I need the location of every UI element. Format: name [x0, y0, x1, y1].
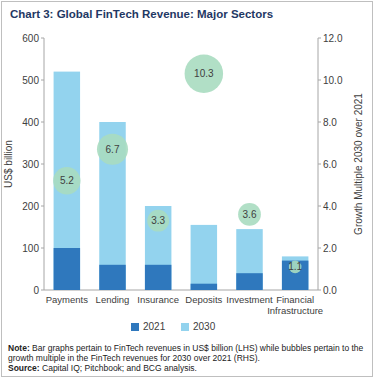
y-tick: [41, 290, 44, 291]
y-axis-label: US$ billion: [3, 140, 14, 188]
y-tick: [41, 164, 44, 165]
bubble: [238, 203, 261, 226]
bar: [54, 248, 80, 290]
y2-tick-label: 2.0: [323, 243, 337, 254]
bubble: [97, 134, 128, 165]
x-tick-label: Insurance: [137, 294, 179, 305]
y2-tick: [318, 38, 321, 39]
y-tick-label: 200: [22, 201, 39, 212]
y-tick-label: 400: [22, 117, 39, 128]
bar: [236, 273, 262, 290]
note: Note: Bar graphs pertain to FinTech reve…: [8, 343, 368, 363]
y-tick: [41, 206, 44, 207]
notes: Note: Bar graphs pertain to FinTech reve…: [8, 343, 368, 373]
y2-tick: [318, 290, 321, 291]
y-tick-label: 0: [33, 285, 39, 296]
bar: [282, 256, 308, 290]
bar: [191, 225, 217, 290]
data-label: 5.2: [60, 175, 74, 186]
note: Source: Capital IQ; Pitchbook; and BCG a…: [8, 363, 368, 373]
y2-tick-label: 4.0: [323, 201, 337, 212]
y-tick-label: 500: [22, 75, 39, 86]
y-tick-label: 300: [22, 159, 39, 170]
x-tick-label: Lending: [96, 294, 130, 305]
y2-tick: [318, 80, 321, 81]
bubble: [53, 167, 80, 194]
legend-label: 2021: [143, 321, 166, 332]
x-tick-label: FinancialInfrastructure: [267, 294, 323, 316]
bar: [145, 206, 171, 290]
legend-swatch: [181, 323, 189, 331]
data-label: 3.6: [243, 209, 257, 220]
y2-tick: [318, 164, 321, 165]
bar: [282, 261, 308, 290]
y-tick: [41, 122, 44, 123]
data-label: 10.3: [194, 68, 214, 79]
data-label: 6.7: [106, 144, 120, 155]
legend-swatch: [131, 323, 139, 331]
y2-tick-label: 8.0: [323, 117, 337, 128]
y-tick: [41, 248, 44, 249]
bar: [145, 265, 171, 290]
y-tick: [41, 38, 44, 39]
y2-tick-label: 0.0: [323, 285, 337, 296]
data-labels: 5.2 6.7 3.3 10.3 3.6 1.1: [60, 68, 303, 272]
marks: [53, 54, 308, 290]
bar: [99, 265, 125, 290]
x-tick-label-line: Infrastructure: [267, 305, 323, 316]
title: Chart 3: Global FinTech Revenue: Major S…: [10, 8, 273, 20]
y2-tick-label: 10.0: [323, 75, 343, 86]
bubble: [185, 54, 224, 93]
bar: [191, 284, 217, 290]
y-tick: [41, 80, 44, 81]
y-tick-label: 600: [22, 33, 39, 44]
y2-tick: [318, 122, 321, 123]
chart: Chart 3: Global FinTech Revenue: Major S…: [0, 0, 376, 380]
x-tick-label-line: Financial: [276, 294, 314, 305]
legend: 2021 2030: [131, 321, 216, 332]
bar: [54, 72, 80, 290]
x-tick-label: Investment: [226, 294, 273, 305]
y-tick-label: 100: [22, 243, 39, 254]
bubble: [147, 210, 169, 232]
legend-label: 2030: [193, 321, 216, 332]
y2-tick: [318, 248, 321, 249]
x-tick-label: Deposits: [185, 294, 222, 305]
y2-tick-label: 12.0: [323, 33, 343, 44]
x-tick-label: Payments: [46, 294, 88, 305]
y2-tick: [318, 206, 321, 207]
data-label: 3.3: [151, 215, 165, 226]
x-axis-line: [44, 290, 318, 291]
y2-tick-label: 6.0: [323, 159, 337, 170]
y2-axis-label: Growth Multiple 2030 over 2021: [353, 93, 364, 235]
data-label: 1.1: [288, 261, 302, 272]
bar: [236, 229, 262, 290]
